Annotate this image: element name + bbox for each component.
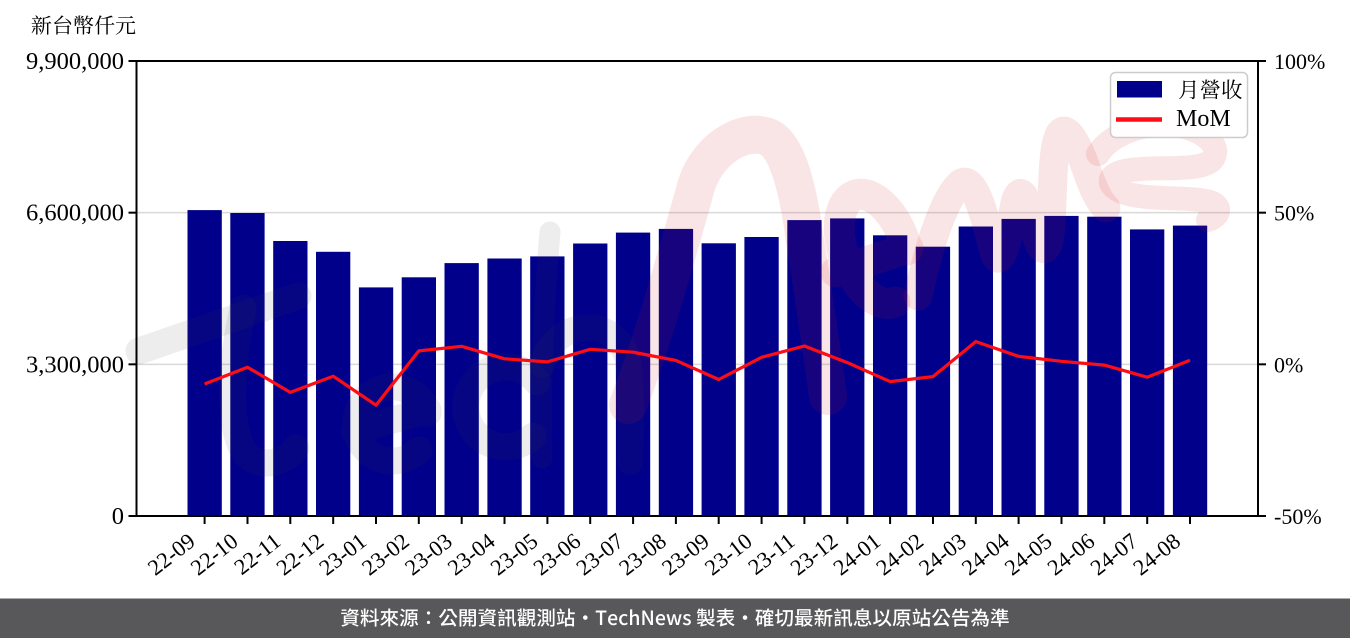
svg-text:100%: 100% bbox=[1274, 49, 1325, 74]
svg-text:0: 0 bbox=[112, 503, 124, 530]
svg-text:50%: 50% bbox=[1274, 201, 1314, 226]
svg-text:MoM: MoM bbox=[1176, 106, 1231, 132]
svg-text:6,600,000: 6,600,000 bbox=[26, 200, 124, 227]
svg-text:-50%: -50% bbox=[1274, 504, 1322, 529]
svg-text:3,300,000: 3,300,000 bbox=[26, 351, 124, 378]
svg-text:9,900,000: 9,900,000 bbox=[26, 48, 124, 75]
svg-text:0%: 0% bbox=[1274, 352, 1303, 377]
